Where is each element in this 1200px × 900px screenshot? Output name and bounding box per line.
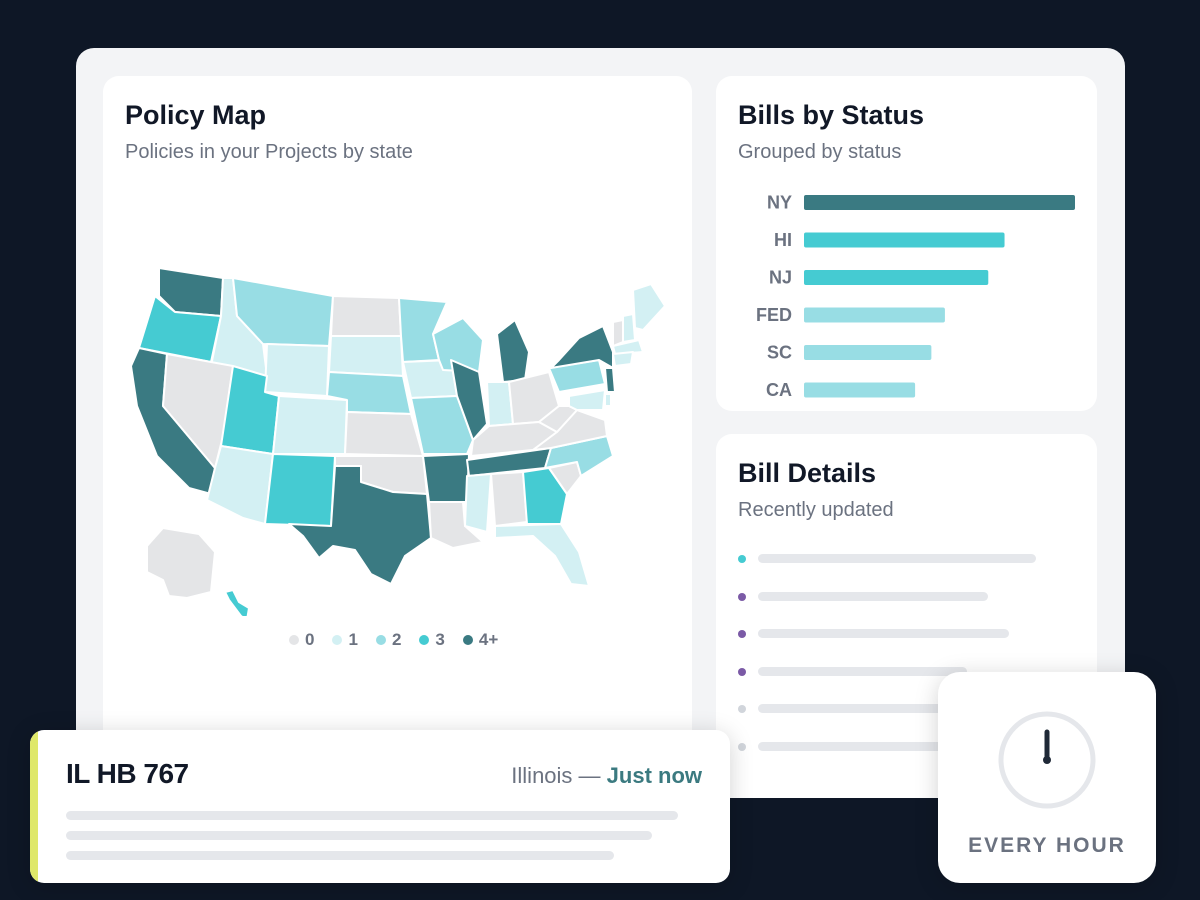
bar-label-sc: SC (767, 343, 792, 363)
legend-label-2: 2 (391, 630, 402, 649)
state-AZ[interactable] (206, 445, 274, 525)
placeholder-line (758, 666, 967, 676)
notification-accent-bar (30, 730, 38, 883)
state-NM[interactable] (264, 453, 336, 527)
policy-map-subtitle: Policies in your Projects by state (125, 141, 413, 163)
placeholder-line (758, 741, 967, 751)
state-ME[interactable] (632, 283, 666, 331)
legend-item-4: 4+ (462, 630, 499, 650)
bar-label-hi: HI (774, 230, 792, 250)
state-LA[interactable] (428, 501, 484, 549)
notification-placeholder-line (66, 831, 652, 840)
legend-item-1: 1 (332, 630, 358, 650)
schedule-card: EVERY HOUR (938, 672, 1156, 883)
bills-by-status-card: Bills by Status Grouped by status NY HI NJ… (716, 76, 1097, 411)
notification-placeholder-line (66, 811, 678, 820)
state-AL[interactable] (490, 471, 528, 527)
state-TX[interactable] (288, 465, 432, 585)
legend-item-0: 0 (289, 630, 314, 650)
state-MS[interactable] (464, 473, 492, 533)
legend-label-4: 4+ (478, 630, 499, 649)
bills-by-status-subtitle: Grouped by status (738, 141, 902, 163)
state-NJ[interactable] (604, 367, 616, 393)
status-dot (738, 742, 746, 751)
bar-label-ny: NY (767, 193, 792, 213)
state-MO[interactable] (410, 395, 474, 455)
notification-placeholder-line (66, 851, 614, 860)
map-legend: 0 1 2 3 4+ (289, 630, 498, 650)
legend-swatch-0 (289, 635, 299, 645)
notification-bill-id: IL HB 767 (66, 758, 189, 789)
state-NH[interactable] (622, 313, 636, 343)
schedule-label: EVERY HOUR (968, 834, 1126, 857)
bar-fed[interactable] (804, 307, 945, 323)
legend-item-2: 2 (375, 630, 402, 650)
state-KS[interactable] (344, 411, 424, 457)
bar-nj[interactable] (804, 270, 989, 285)
state-SD[interactable] (328, 335, 404, 377)
status-dot (738, 705, 746, 713)
bill-detail-row[interactable] (738, 741, 1097, 752)
status-dot (738, 667, 746, 676)
state-CO[interactable] (272, 395, 348, 455)
bill-detail-row[interactable] (738, 629, 1097, 639)
state-FL[interactable] (494, 523, 590, 587)
state-HI[interactable] (224, 589, 250, 616)
status-dot (738, 592, 746, 601)
state-CT[interactable] (612, 351, 634, 367)
placeholder-line (758, 629, 1009, 638)
legend-swatch-2 (375, 635, 386, 645)
policy-map-title: Policy Map (125, 100, 267, 130)
bar-label-fed: FED (756, 305, 792, 325)
legend-swatch-1 (332, 635, 343, 645)
bills-bar-chart: NY HI NJ FED SC CA (756, 193, 1075, 400)
state-MD[interactable] (568, 389, 606, 411)
bar-label-nj: NJ (769, 268, 792, 288)
legend-label-3: 3 (435, 630, 445, 649)
state-AK[interactable] (146, 527, 216, 599)
us-map (130, 267, 666, 616)
legend-swatch-3 (419, 635, 430, 645)
state-ND[interactable] (330, 295, 402, 337)
state-IL[interactable] (450, 359, 488, 441)
legend-swatch-4 (462, 635, 473, 645)
bill-details-subtitle: Recently updated (738, 499, 894, 521)
placeholder-line (758, 704, 967, 713)
placeholder-line (758, 554, 1036, 563)
bill-detail-row[interactable] (738, 554, 1097, 564)
notification-meta: Illinois — Just now (511, 763, 702, 789)
bar-hi[interactable] (804, 232, 1005, 248)
bar-ca[interactable] (804, 382, 916, 398)
status-dot (738, 630, 746, 638)
bill-details-title: Bill Details (738, 458, 877, 488)
bills-by-status-title: Bills by Status (738, 100, 925, 130)
bill-detail-row[interactable] (738, 591, 1097, 602)
bill-update-notification[interactable]: IL HB 767 Illinois — Just now (30, 730, 730, 883)
notification-location: Illinois — (511, 763, 607, 788)
bar-label-ca: CA (766, 380, 792, 400)
policy-map-card: Policy Map Policies in your Projects by … (103, 76, 692, 756)
state-DE[interactable] (604, 393, 612, 407)
legend-label-0: 0 (305, 630, 315, 649)
state-AR[interactable] (422, 453, 470, 503)
bar-sc[interactable] (804, 345, 932, 360)
legend-label-1: 1 (348, 630, 358, 649)
bill-detail-row[interactable] (738, 704, 1097, 714)
status-dot (738, 555, 746, 563)
clock-icon (998, 711, 1096, 809)
state-VT[interactable] (612, 319, 624, 347)
placeholder-line (758, 591, 988, 601)
bar-ny[interactable] (804, 195, 1075, 210)
legend-item-3: 3 (419, 630, 445, 650)
bill-detail-row[interactable] (738, 666, 1097, 677)
state-MI[interactable] (496, 319, 530, 383)
state-NY[interactable] (550, 325, 614, 369)
state-MA[interactable] (612, 339, 644, 355)
state-WY[interactable] (264, 343, 330, 397)
notification-time: Just now (606, 763, 702, 788)
